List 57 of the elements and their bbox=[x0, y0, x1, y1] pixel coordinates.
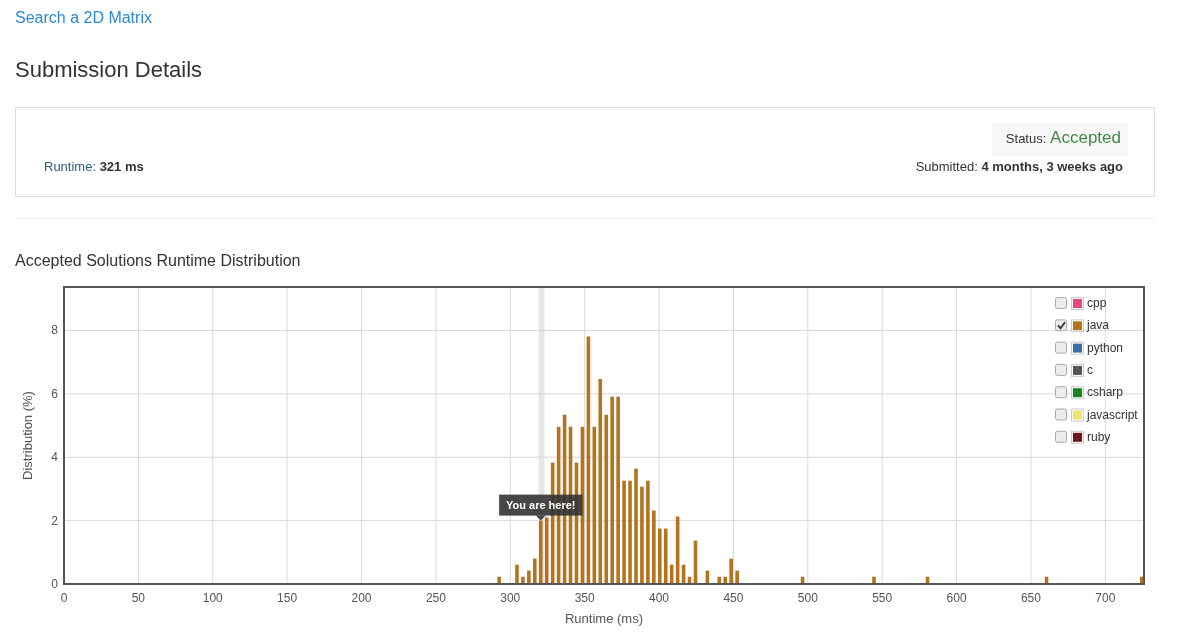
x-tick-label: 600 bbox=[946, 591, 967, 605]
bar bbox=[729, 558, 733, 584]
legend-label: java bbox=[1086, 318, 1110, 333]
bar bbox=[657, 528, 662, 584]
bar bbox=[604, 414, 609, 584]
text: Runtime: 321 ms bbox=[44, 159, 144, 174]
bar bbox=[717, 576, 722, 584]
bar bbox=[610, 396, 614, 584]
chart-title: Accepted Solutions Runtime Distribution bbox=[15, 252, 301, 269]
bar bbox=[872, 576, 876, 584]
legend-label: cpp bbox=[1087, 296, 1107, 310]
x-tick-label: 50 bbox=[131, 591, 146, 605]
x-tick-label: 500 bbox=[797, 591, 819, 605]
bar bbox=[640, 486, 644, 584]
x-tick-label: 550 bbox=[872, 591, 893, 605]
bar bbox=[634, 468, 638, 584]
y-tick-label: 4 bbox=[51, 450, 59, 465]
bar bbox=[515, 564, 519, 584]
x-tick-label: 300 bbox=[500, 591, 521, 605]
bar bbox=[616, 396, 620, 584]
text: Search a 2D Matrix bbox=[15, 9, 152, 26]
y-tick-label: 6 bbox=[51, 386, 59, 401]
text: Submitted: 4 months, 3 weeks ago bbox=[915, 159, 1124, 174]
legend-label: javascript bbox=[1086, 407, 1139, 422]
y-tick-label: 2 bbox=[51, 513, 59, 528]
y-tick-label: 8 bbox=[51, 323, 59, 338]
bar bbox=[723, 576, 728, 584]
bar bbox=[622, 480, 626, 584]
legend-label: ruby bbox=[1087, 429, 1111, 444]
x-tick-label: 200 bbox=[351, 591, 372, 605]
x-tick-label: 350 bbox=[574, 591, 595, 605]
x-tick-label: 400 bbox=[649, 591, 670, 605]
annotation: You are here! bbox=[506, 499, 576, 512]
x-tick-label: 0 bbox=[60, 591, 68, 605]
y-axis-title: Distribution (%) bbox=[20, 391, 35, 480]
x-tick-label: 250 bbox=[425, 591, 447, 605]
x-tick-label: 700 bbox=[1095, 591, 1116, 605]
bar bbox=[646, 480, 650, 584]
x-tick-label: 450 bbox=[723, 591, 744, 605]
bar bbox=[521, 576, 525, 584]
text: Submission Details bbox=[15, 57, 203, 82]
bar bbox=[598, 378, 603, 584]
bar bbox=[652, 510, 656, 584]
bar bbox=[527, 570, 531, 584]
bar bbox=[735, 570, 739, 584]
legend-label: csharp bbox=[1087, 385, 1124, 400]
x-axis-title: Runtime (ms) bbox=[564, 611, 644, 626]
y-tick-label: 0 bbox=[51, 577, 59, 591]
bar bbox=[497, 576, 501, 584]
legend-label: python bbox=[1087, 340, 1124, 355]
x-tick-label: 150 bbox=[277, 591, 298, 605]
legend-label: c bbox=[1087, 362, 1093, 377]
bar bbox=[628, 480, 632, 584]
x-tick-label: 650 bbox=[1020, 591, 1042, 605]
x-tick-label: 100 bbox=[202, 591, 224, 605]
text: Status: Accepted bbox=[1005, 128, 1121, 147]
bar bbox=[663, 528, 668, 584]
